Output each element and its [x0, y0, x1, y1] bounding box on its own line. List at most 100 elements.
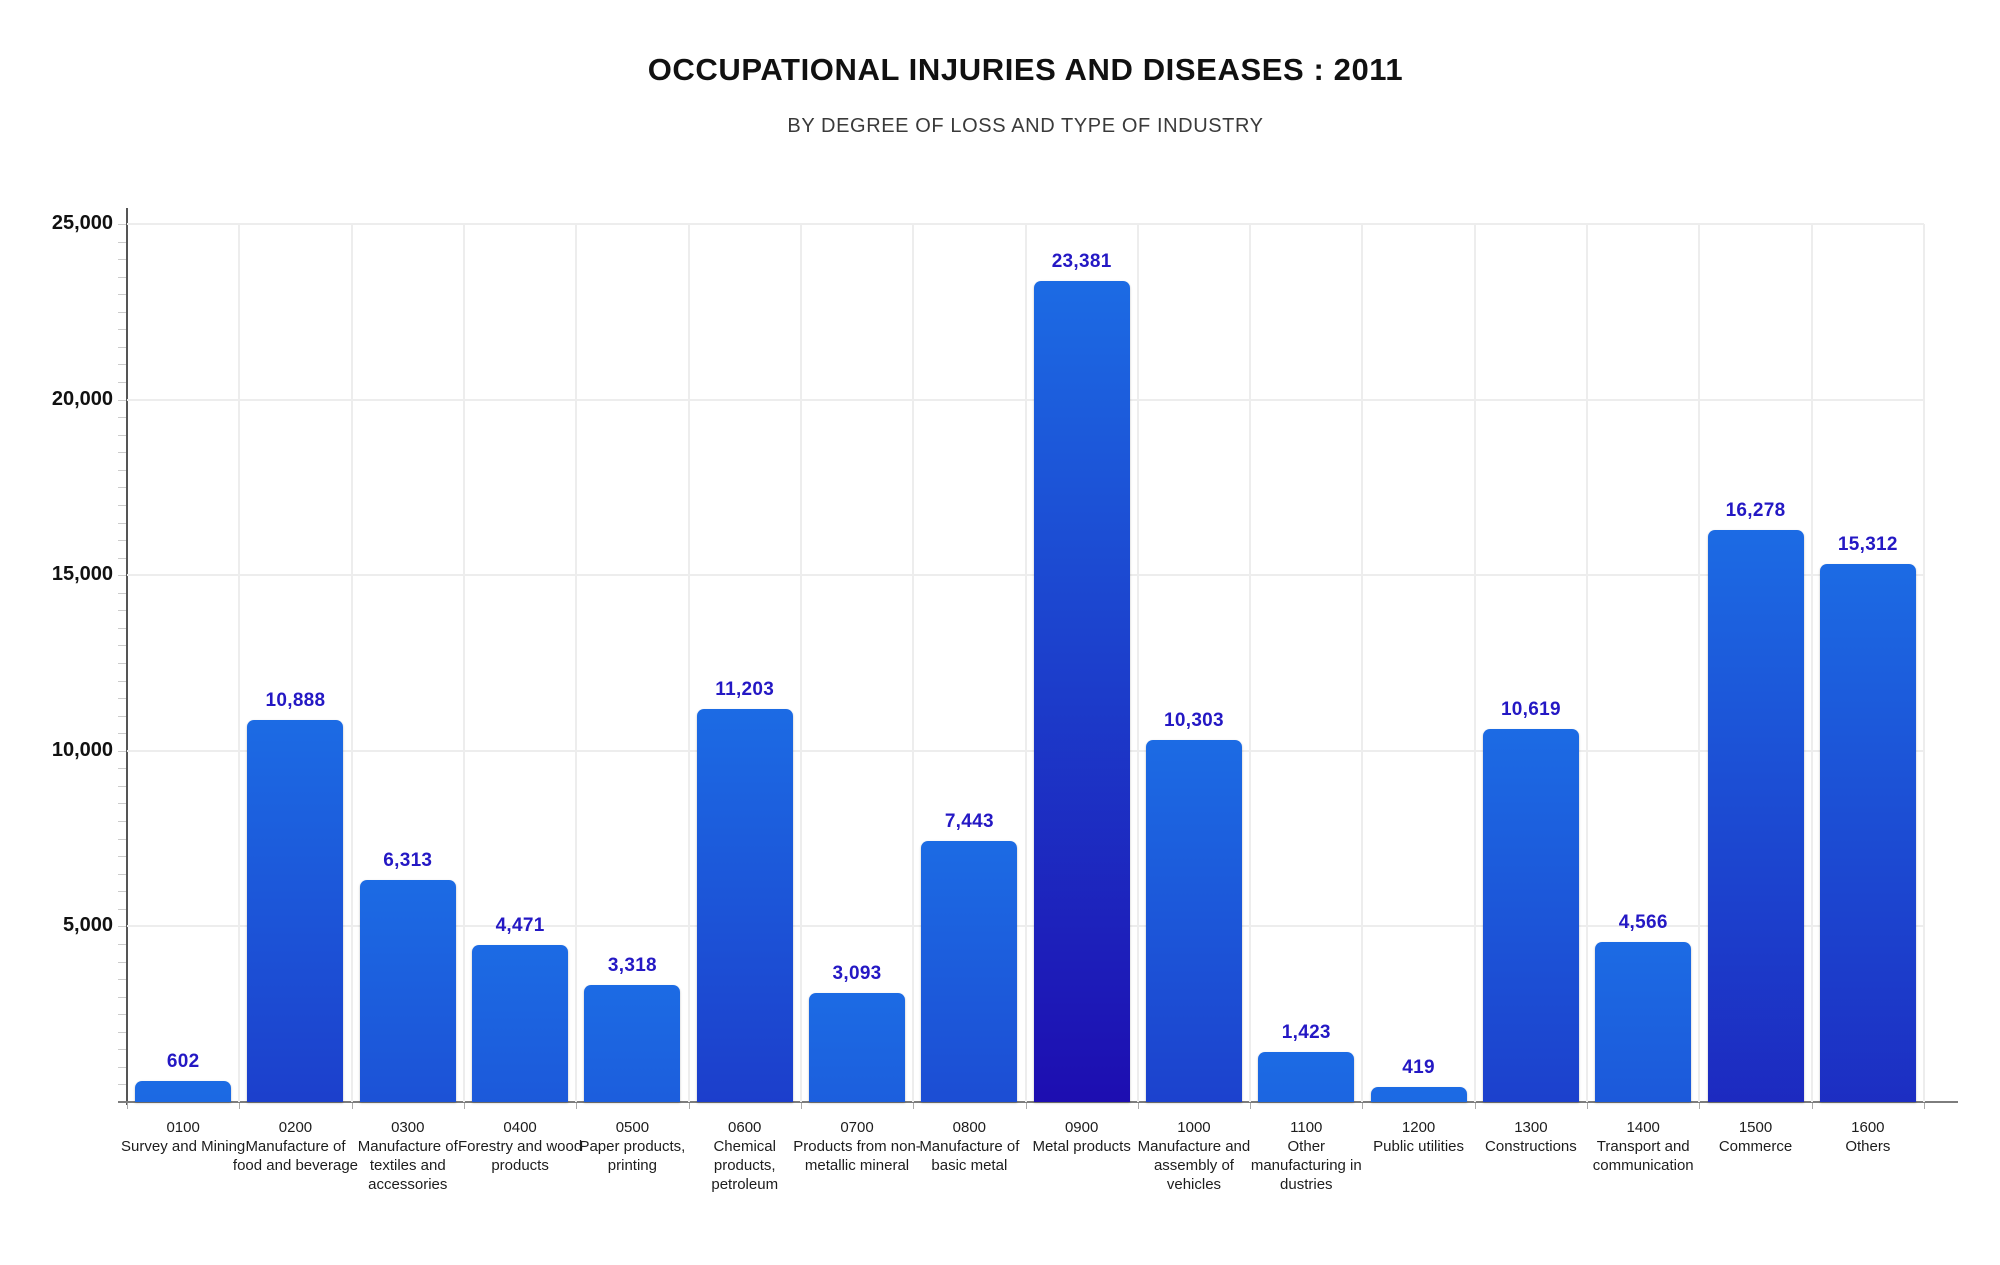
y-axis-tick-label: 25,000 [51, 212, 113, 234]
category-name: Commerce [1718, 1138, 1793, 1155]
category-name: Survey and Mining [121, 1138, 246, 1155]
vertical-gridline [1586, 224, 1589, 1102]
y-axis-minor-tick [118, 346, 126, 348]
category-label: 0500 Paper products, printing [568, 1118, 696, 1175]
x-axis-tick [800, 1103, 802, 1109]
x-axis-tick [463, 1103, 465, 1109]
category-name: Transport and communication [1592, 1138, 1694, 1174]
bar [1707, 530, 1804, 1102]
y-axis-minor-tick [118, 856, 126, 858]
y-axis-minor-tick [118, 452, 126, 454]
y-axis-minor-tick [118, 329, 126, 331]
y-axis-minor-tick [118, 908, 126, 910]
y-axis-minor-tick [118, 715, 126, 717]
category-name: Constructions [1485, 1138, 1577, 1155]
y-axis-minor-tick [118, 803, 126, 805]
y-axis-minor-tick [118, 821, 126, 823]
category-code: 0500 [615, 1119, 650, 1136]
y-axis-minor-tick [118, 610, 126, 612]
y-axis-minor-tick [118, 224, 126, 225]
category-label: 1600 Others [1804, 1118, 1932, 1156]
y-axis-minor-tick [118, 1066, 126, 1068]
bar [1482, 729, 1579, 1102]
category-code: 1400 [1626, 1119, 1660, 1136]
x-axis-tick [576, 1103, 578, 1109]
bar-value-label: 7,443 [944, 810, 994, 832]
category-label: 1100 Other manufacturing in dustries [1242, 1118, 1370, 1194]
y-axis-tick-label: 20,000 [51, 387, 113, 410]
bar [584, 985, 681, 1102]
category-code: 1300 [1514, 1119, 1548, 1136]
category-code: 1000 [1177, 1119, 1211, 1136]
y-axis-minor-tick [118, 698, 126, 700]
bar-value-label: 419 [1402, 1057, 1435, 1079]
bar-value-label: 15,312 [1837, 534, 1898, 556]
y-axis-minor-tick [118, 504, 126, 506]
bar-value-label: 10,303 [1164, 710, 1224, 732]
category-name: Public utilities [1373, 1138, 1465, 1155]
y-axis-minor-tick [118, 276, 126, 278]
y-axis-minor-tick [118, 522, 126, 524]
vertical-gridline [350, 224, 353, 1102]
y-axis-minor-tick [118, 979, 126, 981]
bar-value-label: 11,203 [715, 678, 775, 700]
category-name: Forestry and wood products [457, 1138, 583, 1174]
x-axis-tick [1250, 1103, 1252, 1109]
bar [359, 880, 456, 1102]
vertical-gridline [238, 224, 241, 1102]
x-axis-tick [688, 1103, 690, 1109]
category-name: Paper products, printing [579, 1138, 686, 1174]
y-axis-minor-tick [118, 417, 126, 419]
bar-value-label: 6,313 [383, 850, 433, 872]
category-name: Manufacture and assembly of vehicles [1137, 1138, 1251, 1193]
bar-value-label: 1,423 [1281, 1022, 1331, 1044]
category-label: 0700 Products from non-metallic mineral [793, 1118, 921, 1175]
vertical-gridline [1810, 224, 1813, 1102]
bar-value-label: 10,619 [1500, 699, 1561, 721]
category-name: Metal products [1032, 1138, 1131, 1155]
bar-value-label: 16,278 [1725, 500, 1786, 522]
y-axis-minor-tick [118, 663, 126, 664]
category-code: 0100 [166, 1119, 200, 1136]
category-code: 1600 [1851, 1119, 1885, 1136]
bar-value-label: 3,093 [832, 963, 882, 985]
vertical-gridline [575, 224, 578, 1102]
y-axis-minor-tick [118, 259, 126, 261]
x-axis-tick [351, 1103, 353, 1109]
y-axis-minor-tick [118, 961, 126, 963]
vertical-gridline [1249, 224, 1252, 1102]
category-label: 0200 Manufacture of food and beverage [231, 1118, 359, 1175]
vertical-gridline [462, 224, 465, 1102]
vertical-gridline [799, 224, 802, 1102]
y-axis-minor-tick [118, 785, 126, 787]
vertical-gridline [912, 224, 915, 1102]
y-axis-tick-label: 15,000 [51, 563, 113, 586]
y-axis-minor-tick [118, 926, 126, 928]
x-axis-tick [1474, 1103, 1476, 1109]
bar [1819, 564, 1916, 1102]
vertical-gridline [1473, 224, 1476, 1102]
category-label: 1300 Constructions [1467, 1118, 1595, 1156]
y-axis-minor-tick [118, 873, 126, 875]
category-name: Other manufacturing in dustries [1250, 1138, 1362, 1193]
y-axis-minor-tick [118, 487, 126, 489]
category-code: 1500 [1738, 1119, 1773, 1136]
x-axis-tick [1025, 1103, 1027, 1109]
category-label: 1200 Public utilities [1355, 1118, 1483, 1156]
category-code: 0900 [1064, 1119, 1099, 1136]
y-axis-minor-tick [118, 557, 126, 559]
bar [1595, 941, 1692, 1102]
bar [1370, 1087, 1467, 1102]
x-axis-tick [239, 1103, 241, 1109]
bar-value-label: 10,888 [265, 689, 326, 711]
bar [1145, 740, 1242, 1102]
x-axis-tick [1137, 1103, 1139, 1109]
chart-subtitle: BY DEGREE OF LOSS AND TYPE OF INDUSTRY [787, 115, 1264, 137]
category-name: Chemical products, petroleum [711, 1138, 779, 1193]
y-axis-tick-label: 5,000 [62, 914, 113, 937]
y-axis-minor-tick [118, 241, 126, 243]
bar [135, 1080, 232, 1102]
category-label: 0400 Forestry and wood products [456, 1118, 584, 1175]
y-axis-minor-tick [118, 1084, 126, 1086]
x-axis-tick [127, 1103, 128, 1109]
